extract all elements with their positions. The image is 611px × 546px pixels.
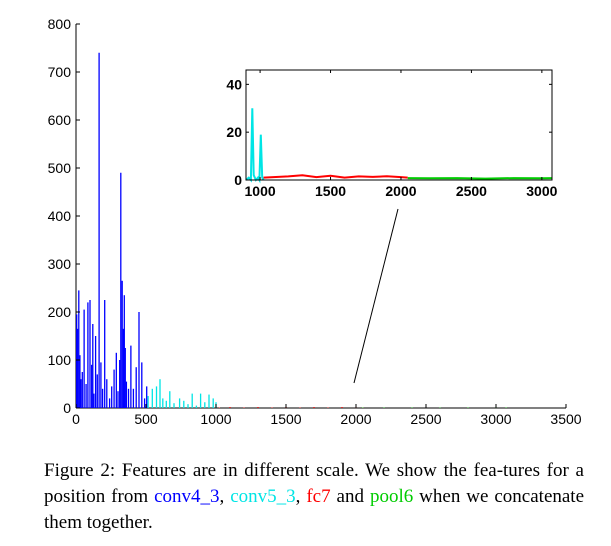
figure-caption: Figure 2: Features are in different scal…: [44, 458, 584, 536]
caption-text-end: when we concatenate them together.: [44, 486, 585, 533]
y-tick-label: 0: [63, 400, 71, 416]
caption-conv4-label: conv4_3: [154, 486, 220, 507]
x-tick-label: 3500: [550, 411, 581, 427]
y-tick-label: 600: [48, 112, 72, 128]
caption-fc7-label: fc7: [306, 486, 331, 507]
inset-chart: 1000 1500 2000 2500 3000 0 20 40: [226, 69, 558, 199]
main-chart: 0 500 1000 1500 2000 2500 3000 3500010020030040…: [48, 16, 582, 427]
caption-pool6-label: pool6: [369, 486, 414, 507]
y-tick-label: 700: [48, 64, 72, 80]
inset-series-fc7: [263, 174, 408, 179]
inset-frame: [245, 69, 553, 181]
caption-separator: ,: [219, 486, 231, 507]
x-tick-label: 3000: [480, 411, 511, 427]
inset-y-tick-label: 40: [226, 76, 242, 92]
x-tick-label: 500: [134, 411, 158, 427]
zoom-pointer-line: [353, 208, 399, 384]
inset-x-tick-label: 2000: [385, 183, 416, 199]
inset-x-tick-label: 1000: [245, 183, 276, 199]
y-tick-label: 800: [48, 16, 72, 32]
inset-y-tick-label: 0: [234, 172, 242, 188]
x-tick-label: 1500: [270, 411, 301, 427]
inset-x-tick-label: 3000: [526, 183, 557, 199]
y-tick-label: 400: [48, 208, 72, 224]
caption-text-start: Figure 2: Features are in different scal…: [44, 460, 584, 507]
inset-x-tick-label: 2500: [456, 183, 487, 199]
caption-conv5-label: conv5_3: [230, 486, 296, 507]
x-tick-label: 2500: [410, 411, 441, 427]
y-tick-label: 500: [48, 160, 72, 176]
caption-separator: and: [330, 486, 370, 507]
x-tick-label: 0: [72, 411, 80, 427]
y-tick-label: 100: [48, 352, 72, 368]
y-tick-label: 200: [48, 304, 72, 320]
x-tick-label: 2000: [340, 411, 371, 427]
caption-separator: ,: [295, 486, 307, 507]
x-tick-label: 1000: [200, 411, 231, 427]
inset-x-tick-label: 1500: [315, 183, 346, 199]
inset-background: [246, 70, 552, 180]
inset-series-pool6: [407, 177, 553, 180]
series-conv5-3: [147, 379, 217, 408]
inset-y-tick-label: 20: [226, 124, 242, 140]
series-conv4-3: [76, 52, 148, 408]
y-tick-label: 300: [48, 256, 72, 272]
